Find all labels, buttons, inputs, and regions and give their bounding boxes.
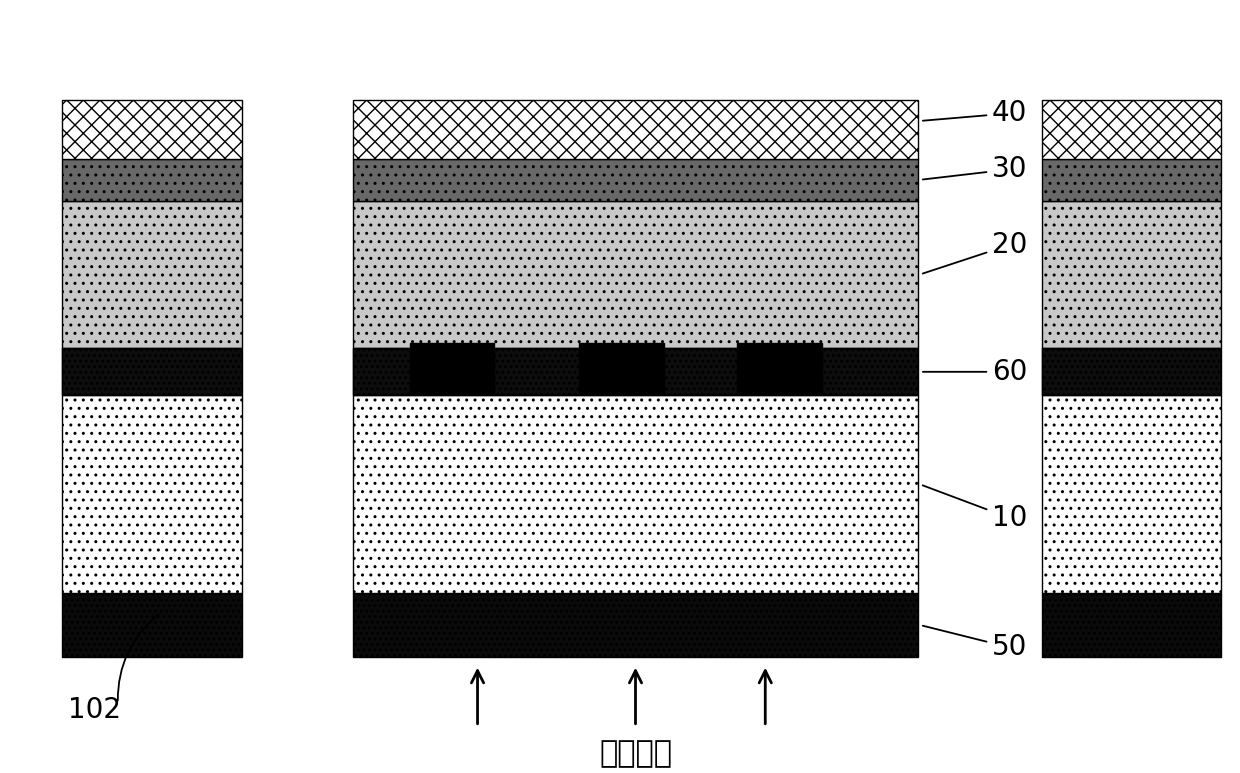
Bar <box>353 348 918 396</box>
Text: 60: 60 <box>923 358 1028 386</box>
Text: 20: 20 <box>923 231 1028 274</box>
Bar <box>62 159 242 201</box>
Bar <box>1042 593 1221 657</box>
Bar <box>1042 348 1221 396</box>
Text: 102: 102 <box>68 696 122 724</box>
Bar <box>353 100 918 159</box>
Bar <box>1042 396 1221 593</box>
Bar <box>62 396 242 593</box>
Bar <box>62 593 242 657</box>
Bar <box>353 201 918 348</box>
Bar <box>62 100 242 159</box>
Bar <box>353 593 918 657</box>
Bar <box>62 201 242 348</box>
Bar <box>62 593 242 657</box>
Bar <box>353 593 918 657</box>
Bar <box>579 343 663 393</box>
Text: 入射光子: 入射光子 <box>599 739 672 768</box>
Bar <box>62 348 242 396</box>
Bar <box>353 159 918 201</box>
Text: 40: 40 <box>923 100 1028 128</box>
Text: 50: 50 <box>923 625 1028 662</box>
Bar <box>1042 201 1221 348</box>
Bar <box>409 343 495 393</box>
Text: 30: 30 <box>923 155 1028 183</box>
Bar <box>353 348 918 396</box>
Bar <box>1042 159 1221 201</box>
Text: 10: 10 <box>923 485 1028 532</box>
Bar <box>737 343 822 393</box>
Bar <box>1042 100 1221 159</box>
Bar <box>62 348 242 396</box>
Bar <box>353 396 918 593</box>
Bar <box>1042 348 1221 396</box>
Bar <box>1042 593 1221 657</box>
